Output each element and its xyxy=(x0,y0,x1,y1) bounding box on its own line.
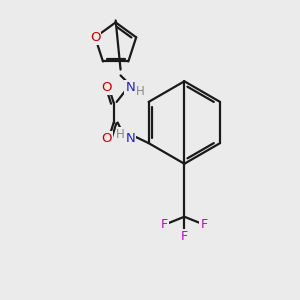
Text: F: F xyxy=(200,218,208,231)
Text: H: H xyxy=(116,128,125,141)
Text: F: F xyxy=(181,230,188,243)
Text: N: N xyxy=(125,81,135,94)
Text: F: F xyxy=(161,218,168,231)
Text: H: H xyxy=(136,85,145,98)
Text: O: O xyxy=(90,31,101,44)
Text: N: N xyxy=(125,132,135,145)
Text: O: O xyxy=(102,132,112,145)
Text: O: O xyxy=(102,81,112,94)
